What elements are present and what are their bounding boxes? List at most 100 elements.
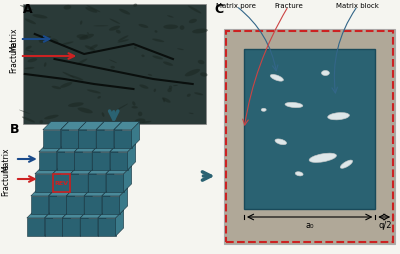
Text: q/2: q/2	[378, 220, 392, 229]
Polygon shape	[74, 144, 100, 152]
Ellipse shape	[119, 10, 130, 15]
Bar	[57, 152, 74, 170]
Bar	[92, 152, 110, 170]
Ellipse shape	[39, 39, 50, 44]
Ellipse shape	[173, 86, 178, 87]
Polygon shape	[57, 144, 82, 152]
Ellipse shape	[154, 89, 156, 93]
Polygon shape	[61, 122, 86, 130]
Polygon shape	[114, 122, 122, 148]
Text: A: A	[23, 3, 32, 16]
Bar	[88, 174, 106, 192]
Bar	[114, 130, 132, 148]
Text: Matrix: Matrix	[1, 147, 10, 171]
Polygon shape	[88, 166, 114, 174]
Ellipse shape	[328, 113, 349, 120]
Bar	[78, 130, 96, 148]
Polygon shape	[124, 166, 132, 192]
Ellipse shape	[44, 115, 59, 120]
Bar	[43, 130, 61, 148]
Bar	[96, 130, 114, 148]
Ellipse shape	[97, 97, 101, 99]
Bar	[66, 196, 84, 214]
Polygon shape	[102, 188, 110, 214]
Polygon shape	[88, 166, 96, 192]
Polygon shape	[70, 166, 78, 192]
Ellipse shape	[198, 61, 204, 65]
Polygon shape	[116, 210, 124, 236]
Bar	[80, 218, 98, 236]
Bar	[110, 152, 128, 170]
Ellipse shape	[26, 46, 32, 50]
Polygon shape	[110, 144, 136, 152]
Ellipse shape	[200, 73, 208, 77]
Bar	[49, 196, 66, 214]
Ellipse shape	[25, 19, 36, 25]
Ellipse shape	[261, 109, 266, 112]
Ellipse shape	[135, 119, 146, 124]
Ellipse shape	[192, 29, 208, 34]
Ellipse shape	[76, 35, 88, 40]
Ellipse shape	[87, 33, 89, 35]
Bar	[84, 196, 102, 214]
Ellipse shape	[132, 107, 138, 109]
Bar	[244, 50, 375, 209]
Ellipse shape	[163, 25, 178, 30]
Ellipse shape	[24, 68, 34, 70]
Polygon shape	[114, 122, 140, 130]
Ellipse shape	[139, 85, 148, 89]
Ellipse shape	[85, 46, 95, 52]
Ellipse shape	[340, 161, 352, 169]
Polygon shape	[80, 210, 106, 218]
Ellipse shape	[169, 86, 172, 90]
Polygon shape	[61, 122, 69, 148]
Ellipse shape	[134, 47, 137, 50]
Ellipse shape	[309, 154, 336, 163]
Bar	[45, 218, 62, 236]
Bar	[27, 218, 45, 236]
Ellipse shape	[20, 6, 34, 11]
Bar	[224, 30, 395, 244]
Polygon shape	[78, 122, 86, 148]
Ellipse shape	[70, 76, 84, 81]
Ellipse shape	[116, 104, 128, 111]
Ellipse shape	[163, 99, 165, 103]
Ellipse shape	[189, 20, 197, 24]
Ellipse shape	[132, 102, 136, 106]
Bar	[39, 152, 57, 170]
Ellipse shape	[285, 103, 303, 108]
Ellipse shape	[85, 8, 97, 14]
Ellipse shape	[28, 59, 37, 63]
Ellipse shape	[189, 113, 194, 115]
Ellipse shape	[76, 59, 88, 66]
Ellipse shape	[152, 39, 164, 43]
Ellipse shape	[80, 21, 82, 26]
Bar	[226, 32, 393, 242]
Polygon shape	[132, 122, 140, 148]
Ellipse shape	[79, 35, 94, 41]
Bar	[61, 130, 78, 148]
Ellipse shape	[40, 120, 43, 124]
Ellipse shape	[25, 50, 34, 53]
Polygon shape	[27, 210, 53, 218]
Ellipse shape	[163, 62, 173, 67]
Ellipse shape	[38, 37, 51, 42]
Ellipse shape	[185, 70, 200, 77]
Polygon shape	[74, 144, 82, 170]
Text: REV: REV	[54, 181, 68, 186]
Ellipse shape	[141, 55, 145, 58]
Ellipse shape	[118, 36, 128, 42]
Bar	[35, 174, 53, 192]
Ellipse shape	[110, 67, 115, 69]
Ellipse shape	[61, 42, 74, 46]
Polygon shape	[70, 166, 96, 174]
Bar	[70, 174, 88, 192]
Text: Fracture: Fracture	[9, 41, 18, 73]
Polygon shape	[35, 166, 61, 174]
Text: B: B	[10, 122, 20, 135]
Polygon shape	[62, 210, 88, 218]
Polygon shape	[45, 210, 70, 218]
Ellipse shape	[133, 5, 137, 8]
Ellipse shape	[188, 7, 202, 14]
Polygon shape	[49, 188, 74, 196]
